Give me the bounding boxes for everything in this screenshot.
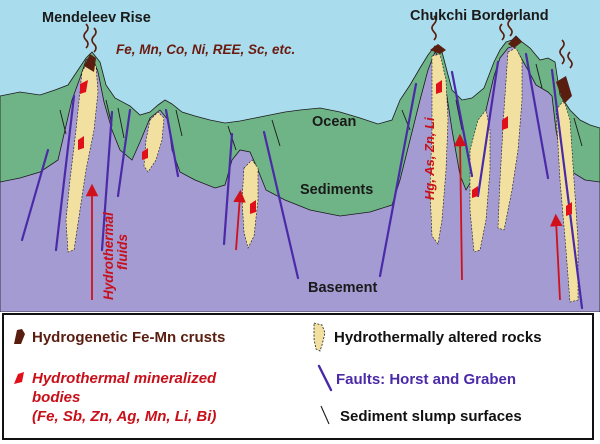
mineralized-body [142, 148, 148, 160]
mineralized-body [80, 80, 88, 94]
fe-mn-crust [430, 44, 446, 54]
vent-squiggle [431, 15, 437, 41]
fault-icon [317, 364, 333, 392]
fluid-arrows [85, 133, 563, 301]
vent-squiggles [83, 11, 573, 69]
slump-line [271, 119, 281, 147]
fault-line [476, 60, 500, 198]
fe-mn-crust [84, 54, 96, 72]
label-hydrothermal-fluids-line1: Hydrothermal [101, 212, 116, 300]
altered-zone [143, 111, 165, 173]
label-elements: Fe, Mn, Co, Ni, REE, Sc, etc. [116, 42, 295, 57]
fault-line [524, 52, 550, 180]
fe-mn-crust [508, 36, 522, 48]
fault-line [164, 108, 180, 178]
vent-squiggle [567, 51, 573, 69]
label-basement: Basement [308, 280, 377, 296]
fault-line [378, 82, 418, 278]
vent-squiggle [507, 11, 513, 37]
fault-line [550, 68, 584, 310]
slump-line [175, 109, 183, 137]
slump-surfaces [59, 63, 583, 151]
mineralized-body [566, 202, 572, 216]
fe-mn-crust-icon [14, 329, 25, 344]
label-trace-elements: Hg, As, Zn, Li [422, 117, 437, 200]
slump-line [117, 107, 125, 139]
mineralized-bodies [78, 80, 572, 216]
altered-zone [429, 53, 449, 245]
label-hydrothermal-fluids-line2: fluids [115, 234, 130, 270]
vent-squiggle [499, 23, 505, 41]
mineralized-body [436, 80, 442, 94]
label-mendeleev-rise: Mendeleev Rise [42, 10, 151, 26]
fe-mn-crust [556, 76, 572, 104]
fault-line [222, 132, 234, 246]
label-chukchi-borderland: Chukchi Borderland [410, 8, 549, 24]
legend-mineralized-line2: bodies [32, 389, 81, 406]
fluid-arrow [453, 133, 467, 281]
basement-layer [0, 45, 600, 312]
fault-line [450, 70, 474, 178]
fault-line [20, 148, 50, 242]
fault-line [262, 130, 300, 280]
fluid-arrow [550, 213, 563, 301]
legend-mineralized-line1: Hydrothermal mineralized [32, 370, 217, 387]
label-sediments: Sediments [300, 182, 373, 198]
mineralized-body [502, 116, 508, 130]
slump-line [573, 117, 583, 147]
label-ocean: Ocean [312, 114, 356, 130]
mineralized-body [472, 186, 478, 198]
altered-zone [497, 47, 523, 231]
altered-zone [65, 57, 99, 253]
legend: Hydrogenetic Fe-Mn crusts Hydrothermal m… [2, 313, 594, 440]
legend-mineralized-line3: (Fe, Sb, Zn, Ag, Mn, Li, Bi) [32, 408, 217, 425]
legend-altered-rocks: Hydrothermally altered rocks [334, 329, 542, 346]
altered-rock-icon [313, 322, 326, 352]
mineralized-body [78, 136, 84, 150]
fault-line [100, 110, 114, 252]
fe-mn-crusts [84, 36, 572, 104]
slump-line [455, 99, 463, 131]
legend-crusts: Hydrogenetic Fe-Mn crusts [32, 329, 226, 346]
vent-squiggle [83, 23, 89, 49]
fault-line [116, 108, 132, 198]
fluid-arrow [233, 189, 246, 251]
legend-slump: Sediment slump surfaces [340, 408, 522, 425]
mineralized-body [250, 200, 256, 214]
slump-surface-icon [320, 405, 330, 425]
cross-section-diagram: Mendeleev Rise Chukchi Borderland Fe, Mn… [0, 0, 600, 312]
fault-line [54, 94, 76, 252]
legend-faults: Faults: Horst and Graben [336, 371, 517, 388]
vent-squiggle [91, 27, 97, 53]
faults [20, 52, 584, 310]
slump-line [59, 109, 67, 135]
vent-squiggle [559, 39, 565, 65]
slump-line [535, 63, 543, 89]
mineralized-body-icon [14, 372, 24, 384]
